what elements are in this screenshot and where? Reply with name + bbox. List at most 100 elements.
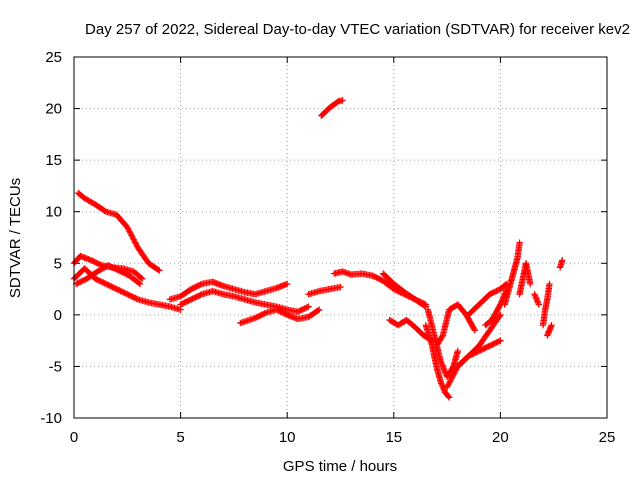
data-point-marker xyxy=(139,275,146,282)
axis-ticks xyxy=(73,56,608,419)
data-series-arc-20 xyxy=(501,239,523,308)
y-tick-label: 20 xyxy=(45,101,62,118)
data-point-marker xyxy=(448,375,455,383)
data-series-arc-22 xyxy=(531,291,542,308)
data-point-marker xyxy=(339,97,346,104)
data-point-marker xyxy=(124,223,131,231)
data-point-marker xyxy=(261,310,268,317)
data-point-marker xyxy=(495,338,503,345)
data-series-arc-9 xyxy=(318,97,346,119)
x-tick-label: 20 xyxy=(492,429,509,446)
data-point-marker xyxy=(422,301,429,308)
data-point-marker xyxy=(444,382,452,389)
data-series-arc-15 xyxy=(433,301,479,349)
y-tick-label: 15 xyxy=(45,152,62,169)
data-point-marker xyxy=(559,256,566,264)
data-series-arc-6 xyxy=(177,287,312,315)
plot-frame xyxy=(73,56,608,419)
data-series-arc-24 xyxy=(544,321,555,339)
data-point-marker xyxy=(128,232,135,239)
data-point-marker xyxy=(130,236,137,243)
data-point-marker xyxy=(314,307,322,314)
data-point-marker xyxy=(197,281,204,288)
tick-labels: 0 5 10 15 20 25 -10 -5 0 5 10 15 20 25 xyxy=(40,49,615,446)
data-series-arc-1 xyxy=(75,189,163,274)
data-series-arc-7 xyxy=(237,306,323,327)
data-point-marker xyxy=(453,365,460,373)
data-point-marker xyxy=(449,372,456,380)
data-point-marker xyxy=(471,327,479,334)
x-tick-label: 25 xyxy=(599,429,616,446)
data-point-marker xyxy=(446,379,453,387)
data-point-marker xyxy=(136,280,144,288)
x-tick-label: 10 xyxy=(279,429,296,446)
data-series-arc-19 xyxy=(482,285,510,329)
data-point-marker xyxy=(438,380,445,387)
data-point-marker xyxy=(450,371,457,378)
data-point-marker xyxy=(531,291,538,298)
data-point-marker xyxy=(497,337,504,344)
data-point-marker xyxy=(129,233,136,241)
data-point-marker xyxy=(454,347,461,355)
data-points xyxy=(70,97,566,401)
y-tick-label: 0 xyxy=(54,307,62,324)
y-tick-label: 10 xyxy=(45,204,62,221)
x-tick-label: 15 xyxy=(385,429,402,446)
data-point-marker xyxy=(437,378,444,386)
data-point-marker xyxy=(451,370,458,377)
data-point-marker xyxy=(534,299,542,307)
data-point-marker xyxy=(154,266,162,273)
data-point-marker xyxy=(535,301,542,308)
x-tick-label: 5 xyxy=(176,429,184,446)
y-tick-label: -5 xyxy=(49,358,62,375)
data-point-marker xyxy=(516,239,523,246)
data-point-marker xyxy=(451,368,459,376)
data-point-marker xyxy=(303,304,311,311)
data-point-marker xyxy=(438,333,446,340)
data-point-marker xyxy=(125,226,132,234)
data-point-marker xyxy=(527,280,534,288)
data-point-marker xyxy=(137,274,145,281)
data-point-marker xyxy=(127,230,135,238)
data-point-marker xyxy=(446,394,453,401)
data-series-arc-25 xyxy=(556,256,566,271)
data-point-marker xyxy=(452,367,459,374)
data-point-marker xyxy=(439,383,446,390)
data-point-marker xyxy=(284,280,291,288)
data-point-marker xyxy=(445,381,452,388)
data-point-marker xyxy=(156,267,163,274)
data-point-marker xyxy=(534,298,541,305)
data-point-marker xyxy=(496,312,503,320)
data-point-marker xyxy=(124,225,132,232)
y-tick-label: 25 xyxy=(45,49,62,66)
data-point-marker xyxy=(447,376,454,384)
data-point-marker xyxy=(315,306,323,313)
data-point-marker xyxy=(197,291,204,299)
data-point-marker xyxy=(126,229,134,236)
data-point-marker xyxy=(446,378,454,385)
data-point-marker xyxy=(448,374,456,381)
data-point-marker xyxy=(337,283,344,291)
data-point-marker xyxy=(133,295,140,302)
data-point-marker xyxy=(132,240,140,247)
data-series-arc-14 xyxy=(424,306,461,380)
data-point-marker xyxy=(305,303,312,310)
data-series-arc-18 xyxy=(465,280,510,319)
data-point-marker xyxy=(129,234,137,242)
x-axis-label: GPS time / hours xyxy=(283,458,397,475)
y-tick-label: -10 xyxy=(40,410,62,427)
data-series-arc-8 xyxy=(305,283,344,298)
data-series-arc-21 xyxy=(516,260,534,298)
x-tick-label: 0 xyxy=(70,429,78,446)
data-point-marker xyxy=(135,279,143,287)
data-point-marker xyxy=(532,293,539,301)
data-series-arc-3 xyxy=(70,265,184,313)
data-series-arc-13 xyxy=(422,321,453,401)
data-point-marker xyxy=(131,237,138,245)
data-series-arc-23 xyxy=(539,280,553,329)
data-point-marker xyxy=(440,386,447,393)
data-point-marker xyxy=(439,384,447,391)
data-point-marker xyxy=(548,321,555,329)
